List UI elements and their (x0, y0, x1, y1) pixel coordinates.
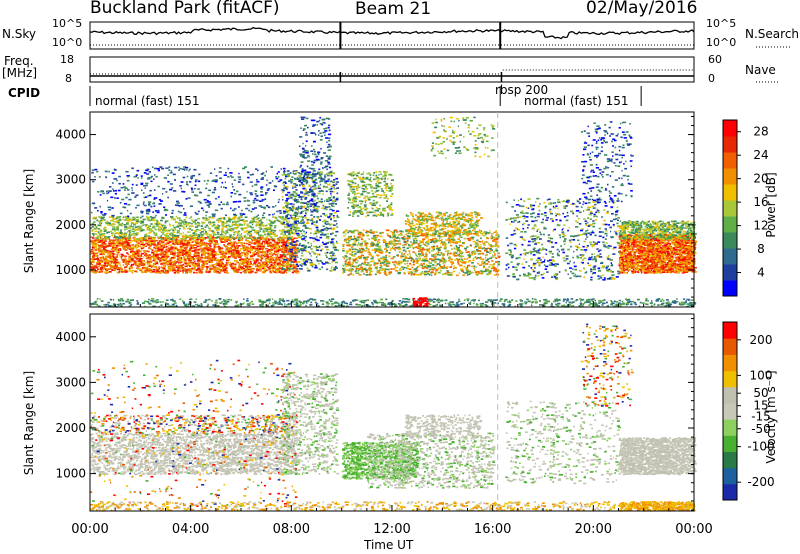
cpid-segment-1-label: normal (fast) 151 (95, 94, 199, 108)
nave-label: Nave (745, 63, 776, 77)
xtick-label-1: 04:00 (172, 522, 209, 537)
power-colorbar-tick-6: 28 (753, 125, 768, 139)
xtick-label-3: 12:00 (373, 522, 410, 537)
freq-min-label: 8 (65, 72, 72, 85)
nsearch-label: N.Search (745, 27, 799, 41)
velocity-ylabel: Slant Range [km] (22, 368, 36, 478)
xtick-label-2: 08:00 (273, 522, 310, 537)
freq-unit-label: [MHz] (2, 66, 37, 80)
nave-max-label: 60 (708, 53, 722, 66)
power-ylabel: Slant Range [km] (22, 166, 36, 276)
velocity-colorbar-tick-7: -200 (747, 475, 774, 489)
velocity-colorbar-label: Velocity [m s⁻¹] (764, 362, 778, 472)
nsearch-min-label: 10^0 (706, 36, 736, 49)
power-ytick-label-0: 1000 (55, 263, 86, 277)
beam-title: Beam 21 (355, 0, 431, 19)
power-colorbar-tick-0: 4 (757, 266, 765, 280)
cpid-label: CPID (8, 86, 40, 100)
nsky-max-label: 10^5 (52, 17, 82, 30)
x-axis-label: Time UT (364, 538, 413, 552)
nsky-trace (90, 28, 694, 39)
nsearch-max-label: 10^5 (706, 17, 736, 30)
velocity-ytick-label-2: 3000 (55, 375, 86, 389)
power-colorbar (723, 120, 737, 297)
freq-panel (90, 57, 694, 82)
range-time-figure: 1000200030004000481216202428100020003000… (0, 0, 800, 554)
velocity-ytick-label-1: 2000 (55, 421, 86, 435)
power-ytick-label-1: 2000 (55, 218, 86, 232)
nsky-min-label: 10^0 (52, 36, 82, 49)
power-ytick-label-2: 3000 (55, 173, 86, 187)
cpid-segment-3-label: normal (fast) 151 (524, 94, 628, 108)
freq-max-label: 18 (60, 53, 74, 66)
power-ytick-label-3: 4000 (55, 128, 86, 142)
xtick-label-4: 16:00 (474, 522, 511, 537)
power-colorbar-label: Power [dB] (764, 160, 778, 250)
power-panel-data (90, 117, 697, 308)
xtick-label-5: 20:00 (575, 522, 612, 537)
velocity-colorbar (723, 322, 737, 501)
date-title: 02/May/2016 (586, 0, 698, 18)
nave-min-label: 0 (708, 72, 715, 85)
velocity-ytick-label-0: 1000 (55, 467, 86, 481)
xtick-label-6: 00:00 (675, 522, 712, 537)
velocity-ytick-label-3: 4000 (55, 330, 86, 344)
nsky-label: N.Sky (2, 27, 36, 41)
velocity-colorbar-tick-0: 200 (750, 333, 773, 347)
xtick-label-0: 00:00 (71, 522, 108, 537)
station-title: Buckland Park (fitACF) (90, 0, 280, 18)
velocity-panel-data (90, 324, 697, 512)
